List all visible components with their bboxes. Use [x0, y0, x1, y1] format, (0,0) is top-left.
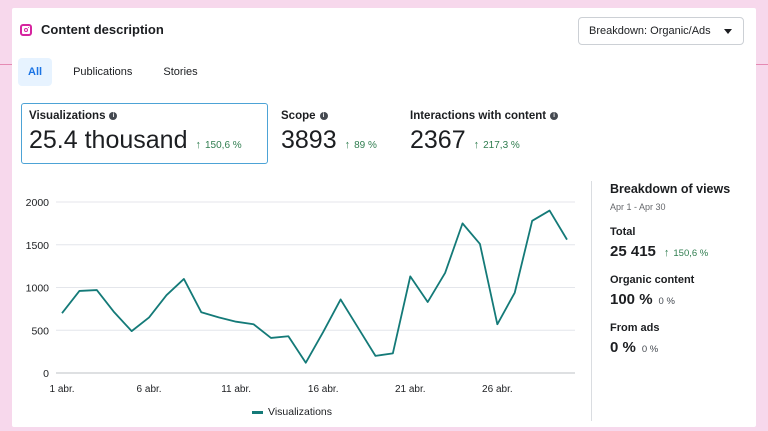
x-tick-label: 6 abr.	[137, 384, 162, 395]
x-tick-label: 11 abr.	[221, 384, 251, 395]
tab-all[interactable]: All	[18, 58, 53, 86]
chart-legend[interactable]: Visualizations	[252, 406, 332, 418]
total-label: Total	[610, 226, 636, 238]
caret-down-icon	[724, 29, 732, 34]
legend-swatch	[252, 410, 263, 414]
instagram-icon	[20, 23, 32, 36]
metric-label: Interactions with content	[410, 110, 547, 122]
y-tick-label: 1500	[26, 240, 50, 252]
info-icon[interactable]: i	[109, 112, 118, 120]
metric-delta: ↑ 217,3 %	[473, 139, 520, 151]
breakdown-dropdown-label: Breakdown: Organic/Ads	[589, 25, 711, 37]
vertical-divider	[591, 181, 592, 421]
x-tick-label: 26 abr.	[482, 384, 513, 395]
metric-scope[interactable]: Scope i 3893 ↑ 89 %	[281, 103, 377, 155]
card-header: Content description	[20, 22, 164, 37]
breakdown-dropdown[interactable]: Breakdown: Organic/Ads	[578, 17, 744, 45]
total-value: 25 415	[610, 243, 656, 260]
metric-value: 3893	[281, 126, 337, 154]
metric-label: Visualizations	[29, 110, 106, 122]
x-tick-label: 1 abr.	[49, 384, 74, 395]
breakdown-title: Breakdown of views	[610, 182, 731, 196]
series-line-visualizations[interactable]	[61, 209, 568, 364]
metric-delta: ↑ 89 %	[344, 139, 377, 151]
visualizations-line-chart: 0 500 1000 1500 2000 1 abr. 6 abr. 11 abr. 16 ab…	[26, 197, 575, 395]
ads-pct: 0 %	[641, 344, 659, 355]
y-tick-label: 1000	[26, 283, 50, 295]
arrow-up-icon: ↑	[473, 139, 480, 151]
organic-pct: 0 %	[658, 296, 675, 307]
card-title: Content description	[41, 22, 164, 37]
metric-visualizations[interactable]: Visualizations i 25.4 thousand ↑ 150,6 %	[21, 103, 268, 164]
content-tabs: All Publications Stories	[18, 58, 219, 86]
tab-stories[interactable]: Stories	[163, 66, 198, 78]
metric-interactions[interactable]: Interactions with content i 2367 ↑ 217,3 …	[410, 103, 559, 155]
content-description-card: Content description Breakdown: Organic/A…	[12, 8, 756, 427]
metric-delta: ↑ 150,6 %	[195, 139, 242, 151]
date-range: Apr 1 - Apr 30	[610, 202, 666, 212]
ads-value: 0 %	[610, 339, 636, 356]
tab-publications[interactable]: Publications	[73, 66, 133, 78]
background-line-left	[0, 64, 12, 65]
legend-label: Visualizations	[268, 406, 333, 418]
x-tick-label: 16 abr.	[308, 384, 339, 395]
arrow-up-icon: ↑	[663, 247, 670, 259]
ads-label: From ads	[610, 322, 660, 334]
info-icon[interactable]: i	[319, 112, 328, 120]
organic-label: Organic content	[610, 274, 695, 286]
arrow-up-icon: ↑	[344, 139, 351, 151]
organic-value: 100 %	[610, 291, 653, 308]
x-tick-label: 21 abr.	[395, 384, 426, 395]
background-line-right	[756, 64, 768, 65]
metric-label: Scope	[281, 110, 316, 122]
info-icon[interactable]: i	[550, 112, 559, 120]
y-tick-label: 2000	[26, 197, 50, 209]
metric-value: 25.4 thousand	[29, 126, 188, 154]
arrow-up-icon: ↑	[195, 139, 201, 151]
y-tick-label: 0	[43, 368, 49, 380]
views-breakdown-panel: Breakdown of views Apr 1 - Apr 30 Total …	[610, 182, 730, 356]
metric-value: 2367	[410, 126, 466, 154]
y-tick-label: 500	[31, 325, 49, 337]
total-delta: ↑ 150,6 %	[663, 247, 709, 259]
